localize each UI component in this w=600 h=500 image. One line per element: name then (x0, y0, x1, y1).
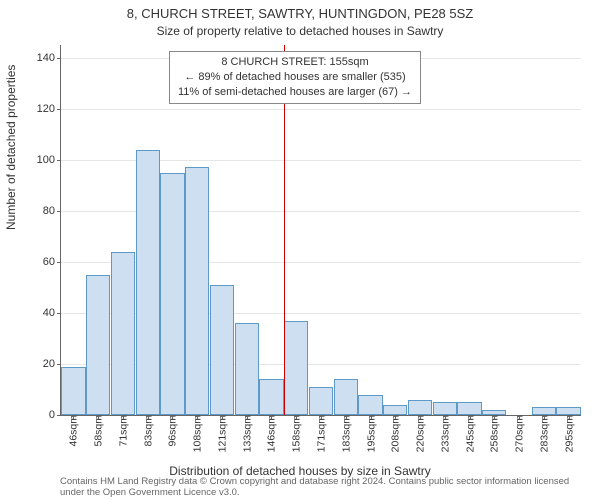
histogram-bar (284, 321, 308, 415)
histogram-bar (235, 323, 259, 415)
x-tick-label: 171sqm (315, 415, 328, 452)
histogram-bar (457, 402, 481, 415)
x-tick-mark (247, 415, 248, 419)
x-tick-label: 133sqm (240, 415, 253, 452)
x-tick-mark (148, 415, 149, 419)
x-tick-mark (519, 415, 520, 419)
x-tick-mark (222, 415, 223, 419)
x-tick-mark (494, 415, 495, 419)
x-tick-mark (544, 415, 545, 419)
y-tick-mark (57, 313, 61, 314)
x-tick-mark (73, 415, 74, 419)
chart-container: 8, CHURCH STREET, SAWTRY, HUNTINGDON, PE… (0, 0, 600, 500)
y-tick-mark (57, 364, 61, 365)
x-tick-mark (123, 415, 124, 419)
y-tick-mark (57, 415, 61, 416)
x-tick-mark (321, 415, 322, 419)
histogram-bar (532, 407, 556, 415)
x-tick-label: 146sqm (265, 415, 278, 452)
chart-title-main: 8, CHURCH STREET, SAWTRY, HUNTINGDON, PE… (0, 6, 600, 21)
plot-area: 8 CHURCH STREET: 155sqm ← 89% of detache… (60, 45, 581, 416)
histogram-bar (383, 405, 407, 415)
x-tick-mark (420, 415, 421, 419)
x-tick-label: 183sqm (339, 415, 352, 452)
histogram-bar (86, 275, 110, 415)
x-tick-label: 258sqm (488, 415, 501, 452)
histogram-bar (61, 367, 85, 415)
y-tick-mark (57, 109, 61, 110)
x-tick-label: 283sqm (537, 415, 550, 452)
x-tick-label: 220sqm (414, 415, 427, 452)
x-tick-mark (569, 415, 570, 419)
x-tick-label: 295sqm (562, 415, 575, 452)
annotation-larger: 11% of semi-detached houses are larger (… (178, 85, 412, 100)
x-tick-label: 270sqm (513, 415, 526, 452)
x-tick-label: 46sqm (67, 415, 80, 447)
histogram-bar (111, 252, 135, 415)
x-tick-mark (346, 415, 347, 419)
histogram-bar (433, 402, 457, 415)
x-tick-label: 108sqm (191, 415, 204, 452)
attribution-text: Contains HM Land Registry data © Crown c… (60, 477, 580, 498)
y-tick-mark (57, 211, 61, 212)
x-tick-label: 158sqm (290, 415, 303, 452)
y-tick-mark (57, 58, 61, 59)
y-axis-label: Number of detached properties (4, 65, 18, 230)
histogram-bar (556, 407, 580, 415)
histogram-bar (309, 387, 333, 415)
x-tick-mark (172, 415, 173, 419)
y-tick-mark (57, 262, 61, 263)
histogram-bar (185, 167, 209, 415)
histogram-bar (160, 173, 184, 415)
histogram-bar (334, 379, 358, 415)
x-tick-mark (470, 415, 471, 419)
x-tick-label: 233sqm (438, 415, 451, 452)
x-tick-label: 96sqm (166, 415, 179, 447)
x-tick-label: 208sqm (389, 415, 402, 452)
x-tick-label: 121sqm (215, 415, 228, 452)
x-tick-label: 83sqm (141, 415, 154, 447)
histogram-bar (482, 410, 506, 415)
x-tick-label: 58sqm (92, 415, 105, 447)
histogram-bar (210, 285, 234, 415)
histogram-bar (408, 400, 432, 415)
chart-title-sub: Size of property relative to detached ho… (0, 24, 600, 38)
x-tick-mark (371, 415, 372, 419)
annotation-smaller: ← 89% of detached houses are smaller (53… (178, 70, 412, 85)
x-tick-label: 195sqm (364, 415, 377, 452)
histogram-bar (358, 395, 382, 415)
gridline (61, 109, 581, 110)
x-tick-mark (445, 415, 446, 419)
annotation-address: 8 CHURCH STREET: 155sqm (178, 55, 412, 70)
x-tick-mark (395, 415, 396, 419)
x-tick-mark (271, 415, 272, 419)
x-tick-mark (197, 415, 198, 419)
histogram-bar (136, 150, 160, 415)
x-tick-mark (296, 415, 297, 419)
y-tick-mark (57, 160, 61, 161)
x-tick-mark (98, 415, 99, 419)
histogram-bar (259, 379, 283, 415)
x-tick-label: 71sqm (116, 415, 129, 447)
annotation-box: 8 CHURCH STREET: 155sqm ← 89% of detache… (169, 51, 421, 104)
x-tick-label: 245sqm (463, 415, 476, 452)
